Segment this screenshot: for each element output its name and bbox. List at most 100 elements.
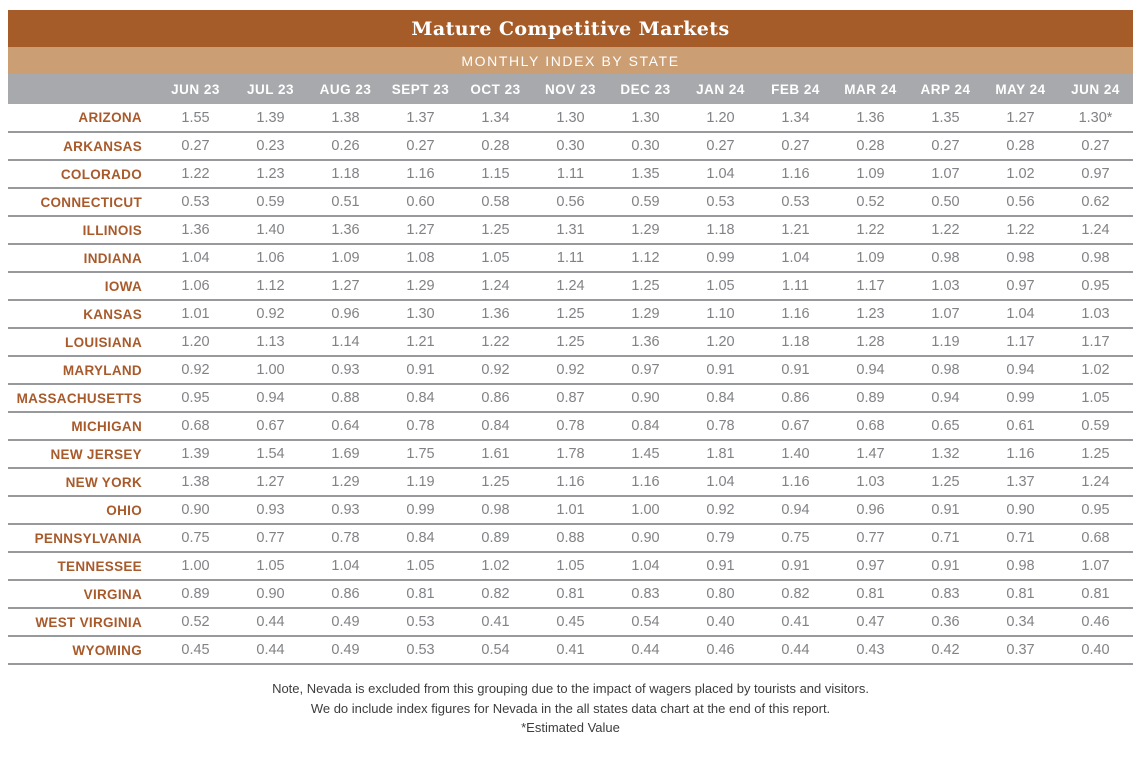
index-value-cell: 0.62 [1058,188,1133,217]
footnote-line-1: Note, Nevada is excluded from this group… [272,681,869,696]
index-value-cell: 0.91 [908,496,983,525]
index-value-cell: 1.25 [608,272,683,301]
index-value-cell: 1.39 [158,440,233,469]
index-value-cell: 0.56 [983,188,1058,217]
index-value-cell: 1.00 [158,552,233,581]
index-value-cell: 0.88 [308,384,383,413]
index-value-cell: 0.56 [533,188,608,217]
index-value-cell: 1.47 [833,440,908,469]
column-header-may-24: MAY 24 [995,81,1046,97]
index-value-cell: 1.04 [608,552,683,581]
index-value-cell: 0.86 [758,384,833,413]
index-value-cell: 1.24 [1058,216,1133,245]
index-value-cell: 1.34 [458,104,533,133]
index-value-cell: 0.30 [533,132,608,161]
index-value-cell: 0.91 [758,356,833,385]
index-value-cell: 1.45 [608,440,683,469]
index-value-cell: 0.58 [458,188,533,217]
index-value-cell: 0.92 [533,356,608,385]
index-value-cell: 0.44 [758,636,833,665]
index-value-cell: 1.05 [233,552,308,581]
table-row-indiana: INDIANA 1.04 1.06 1.09 1.08 1.05 1.11 1.12 0.99 1… [8,244,1133,273]
index-value-cell: 1.29 [308,468,383,497]
index-value-cell: 0.27 [158,132,233,161]
state-label: CONNECTICUT [8,188,158,217]
index-value-cell: 1.11 [533,244,608,273]
index-value-cell: 1.37 [383,104,458,133]
index-value-cell: 0.79 [683,524,758,553]
index-value-cell: 1.27 [308,272,383,301]
index-value-cell: 0.90 [608,524,683,553]
index-value-cell: 1.09 [833,244,908,273]
column-header-oct-23: OCT 23 [470,81,521,97]
index-value-cell: 1.30 [608,104,683,133]
table-row-connecticut: CONNECTICUT 0.53 0.59 0.51 0.60 0.58 0.56 0.59 0… [8,188,1133,217]
index-value-cell: 0.81 [1058,580,1133,609]
index-value-cell: 0.75 [158,524,233,553]
index-value-cell: 1.36 [158,216,233,245]
index-value-cell: 0.84 [383,524,458,553]
index-value-cell: 0.40 [683,608,758,637]
index-value-cell: 0.99 [383,496,458,525]
index-value-cell: 1.25 [458,468,533,497]
index-value-cell: 0.78 [533,412,608,441]
state-label: VIRGINA [8,580,158,609]
index-value-cell: 0.50 [908,188,983,217]
index-value-cell: 0.98 [983,552,1058,581]
index-value-cell: 0.53 [383,636,458,665]
index-value-cell: 0.98 [983,244,1058,273]
index-value-cell: 1.05 [383,552,458,581]
index-value-cell: 1.01 [533,496,608,525]
state-label: ILLINOIS [8,216,158,245]
index-value-cell: 0.86 [458,384,533,413]
index-value-cell: 1.22 [158,160,233,189]
index-value-cell: 0.98 [458,496,533,525]
column-header-row: JUN 23 JUL 23 AUG 23 SEPT 23 OCT 23 NOV 23 DEC… [8,74,1133,104]
index-value-cell: 0.44 [233,636,308,665]
index-value-cell: 0.46 [683,636,758,665]
index-value-cell: 1.25 [1058,440,1133,469]
state-label: ARIZONA [8,104,158,133]
index-value-cell: 1.30* [1058,104,1133,133]
index-value-cell: 1.32 [908,440,983,469]
state-label: MARYLAND [8,356,158,385]
table-row-tennessee: TENNESSEE 1.00 1.05 1.04 1.05 1.02 1.05 1.04 0.9… [8,552,1133,581]
index-value-cell: 1.28 [833,328,908,357]
index-value-cell: 1.34 [758,104,833,133]
footnote-line-3: *Estimated Value [521,720,620,735]
index-value-cell: 1.18 [683,216,758,245]
index-value-cell: 0.51 [308,188,383,217]
column-header-aug-23: AUG 23 [319,81,372,97]
index-value-cell: 1.23 [833,300,908,329]
index-value-cell: 0.34 [983,608,1058,637]
index-value-cell: 0.68 [833,412,908,441]
index-value-cell: 1.16 [533,468,608,497]
state-label: NEW YORK [8,468,158,497]
state-label: KANSAS [8,300,158,329]
index-value-cell: 1.23 [233,160,308,189]
index-value-cell: 0.68 [158,412,233,441]
index-value-cell: 0.95 [1058,496,1133,525]
index-value-cell: 0.78 [683,412,758,441]
index-value-cell: 1.38 [158,468,233,497]
index-value-cell: 0.67 [758,412,833,441]
index-value-cell: 0.91 [383,356,458,385]
index-value-cell: 1.78 [533,440,608,469]
index-value-cell: 1.36 [458,300,533,329]
column-header-arp-24: ARP 24 [920,81,971,97]
index-value-cell: 1.20 [683,104,758,133]
index-value-cell: 0.54 [458,636,533,665]
index-value-cell: 0.53 [158,188,233,217]
index-value-cell: 0.92 [458,356,533,385]
index-value-cell: 1.06 [158,272,233,301]
index-value-cell: 0.53 [383,608,458,637]
index-value-cell: 1.22 [908,216,983,245]
index-value-cell: 0.28 [983,132,1058,161]
index-value-cell: 0.80 [683,580,758,609]
table-row-arkansas: ARKANSAS 0.27 0.23 0.26 0.27 0.28 0.30 0.30 0.27… [8,132,1133,161]
state-label: IOWA [8,272,158,301]
index-value-cell: 1.36 [608,328,683,357]
index-value-cell: 0.77 [833,524,908,553]
index-value-cell: 0.59 [233,188,308,217]
index-value-cell: 0.91 [683,552,758,581]
